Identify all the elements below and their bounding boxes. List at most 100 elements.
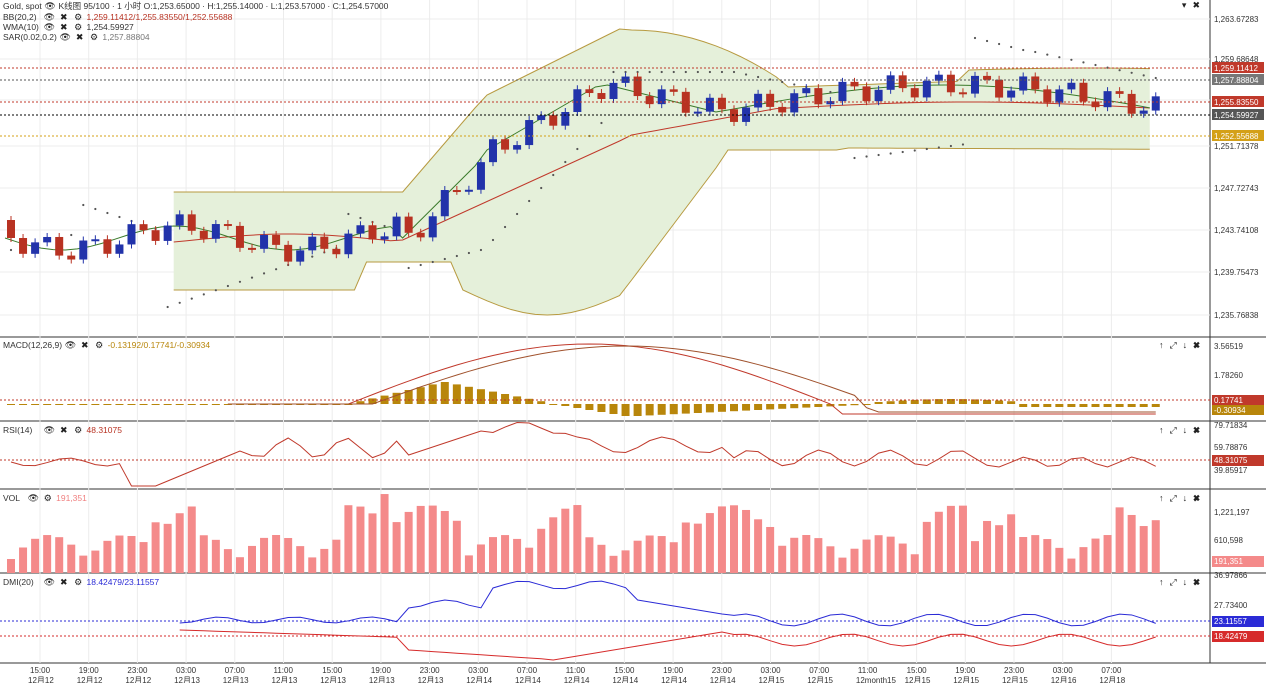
sar-dot [612,70,615,74]
price-tag-value: 1,254.59927 [1214,111,1259,120]
close-icon[interactable]: ✖ [1193,340,1206,350]
arrow-down-icon[interactable]: ↓ [1182,425,1194,435]
arrow-up-icon[interactable]: ↑ [1158,493,1170,503]
sar-dot [1094,63,1097,67]
eye-icon[interactable]: 👁 [43,577,56,587]
candle-body [1079,82,1088,102]
time-axis-date: 12月18 [1099,676,1125,683]
price-tag-value: 1,259.11412 [1214,64,1258,73]
eye-icon[interactable]: 👁 [43,12,56,22]
macd-histogram-bar [754,404,763,410]
time-axis-date: 12月14 [564,676,590,683]
volume-bar [730,505,738,573]
arrow-down-icon[interactable]: ↓ [1182,493,1194,503]
macd-histogram-bar [1103,404,1112,407]
eye-icon[interactable]: 👁 [43,425,56,435]
arrow-up-icon[interactable]: ↑ [1158,425,1170,435]
macd-histogram-bar [127,404,136,405]
eye-icon[interactable]: 👁 [27,493,40,503]
time-axis-label: 03:00 [176,666,197,675]
volume-bar [790,537,799,573]
macd-histogram-bar [356,401,365,404]
arrow-down-icon[interactable]: ↓ [1182,577,1194,587]
eye-icon[interactable]: 👁 [43,22,56,32]
close-icon[interactable]: ✖ [59,425,68,435]
close-icon[interactable]: ✖ [1192,0,1206,10]
macd-histogram-bar [934,399,943,404]
vol-tag [1212,556,1264,567]
time-axis-date: 12月16 [1051,676,1077,683]
expand-icon[interactable]: ⤢ [1169,425,1183,435]
bollinger-lower-line [173,147,1150,316]
sar-dot [178,301,181,304]
volume-bar [537,528,546,573]
candle-body [223,224,232,227]
expand-icon[interactable]: ⤢ [1169,340,1183,350]
sar-dot [889,152,892,155]
expand-icon[interactable]: ⤢ [1169,493,1183,503]
main-panel-controls: ▾✖ [1182,0,1206,11]
macd-tick-label: 3.56519 [1214,342,1243,351]
gear-icon[interactable]: ⚙ [74,425,83,435]
gear-icon[interactable]: ⚙ [74,577,83,587]
gear-icon[interactable]: ⚙ [95,340,104,350]
close-icon[interactable]: ✖ [81,340,89,350]
close-icon[interactable]: ✖ [1193,493,1206,503]
gear-icon[interactable]: ⚙ [43,493,52,503]
sar-dot [9,248,13,252]
macd-histogram-bar [958,399,967,404]
macd-histogram-bar [368,398,377,404]
candle-body [802,88,811,94]
arrow-down-icon[interactable]: ▾ [1181,0,1193,10]
arrow-up-icon[interactable]: ↑ [1158,577,1170,587]
volume-bar [175,513,184,573]
volume-bar [356,506,365,573]
time-axis-label: 03:00 [761,666,782,675]
close-icon[interactable]: ✖ [1193,425,1206,435]
gear-icon[interactable]: ⚙ [89,32,99,42]
macd-histogram-bar [392,392,401,404]
gear-icon[interactable]: ⚙ [74,22,83,32]
macd-histogram-bar [669,404,678,415]
candle-body [211,224,220,239]
candle-body [489,139,497,163]
eye-icon[interactable]: 👁 [59,32,71,42]
volume-bar [1043,539,1052,573]
time-axis-label: 15:00 [30,666,51,675]
macd-histogram-bar [645,404,654,416]
sar-dot [1034,50,1037,54]
arrow-up-icon[interactable]: ↑ [1158,340,1170,350]
gear-icon[interactable]: ⚙ [74,12,83,22]
candle-body [778,106,787,113]
candle-body [452,190,461,193]
volume-bar [742,509,751,573]
macd-histogram-bar [705,404,714,413]
sar-dot [1154,76,1157,80]
candle-body [1067,82,1076,90]
volume-bar [1127,514,1136,573]
macd-histogram-bar [1043,404,1052,407]
macd-histogram-bar [440,382,449,404]
bb-row: BB(20,2) 👁 ✖ ⚙ 1,259.11412/1,255.83550/1… [3,12,232,22]
time-axis-date: 12月12 [125,676,151,683]
sar-dot [624,70,627,74]
close-icon[interactable]: ✖ [1193,577,1206,587]
close-icon[interactable]: ✖ [75,32,84,42]
dmi-tick-label: 36.97866 [1214,571,1248,580]
arrow-down-icon[interactable]: ↓ [1182,340,1194,350]
candle-body [693,111,702,114]
eye-icon[interactable]: 👁 [64,340,77,350]
expand-icon[interactable]: ⤢ [1169,577,1183,587]
volume-bar [754,519,763,573]
eye-icon[interactable]: 👁 [44,1,56,11]
close-icon[interactable]: ✖ [59,577,68,587]
close-icon[interactable]: ✖ [59,22,68,32]
candle-body [380,236,389,240]
candle-body [850,81,859,87]
candle-body [838,81,847,102]
volume-bar [657,536,666,573]
volume-bar [1079,547,1088,573]
candle-body [404,216,413,233]
close-icon[interactable]: ✖ [59,12,68,22]
